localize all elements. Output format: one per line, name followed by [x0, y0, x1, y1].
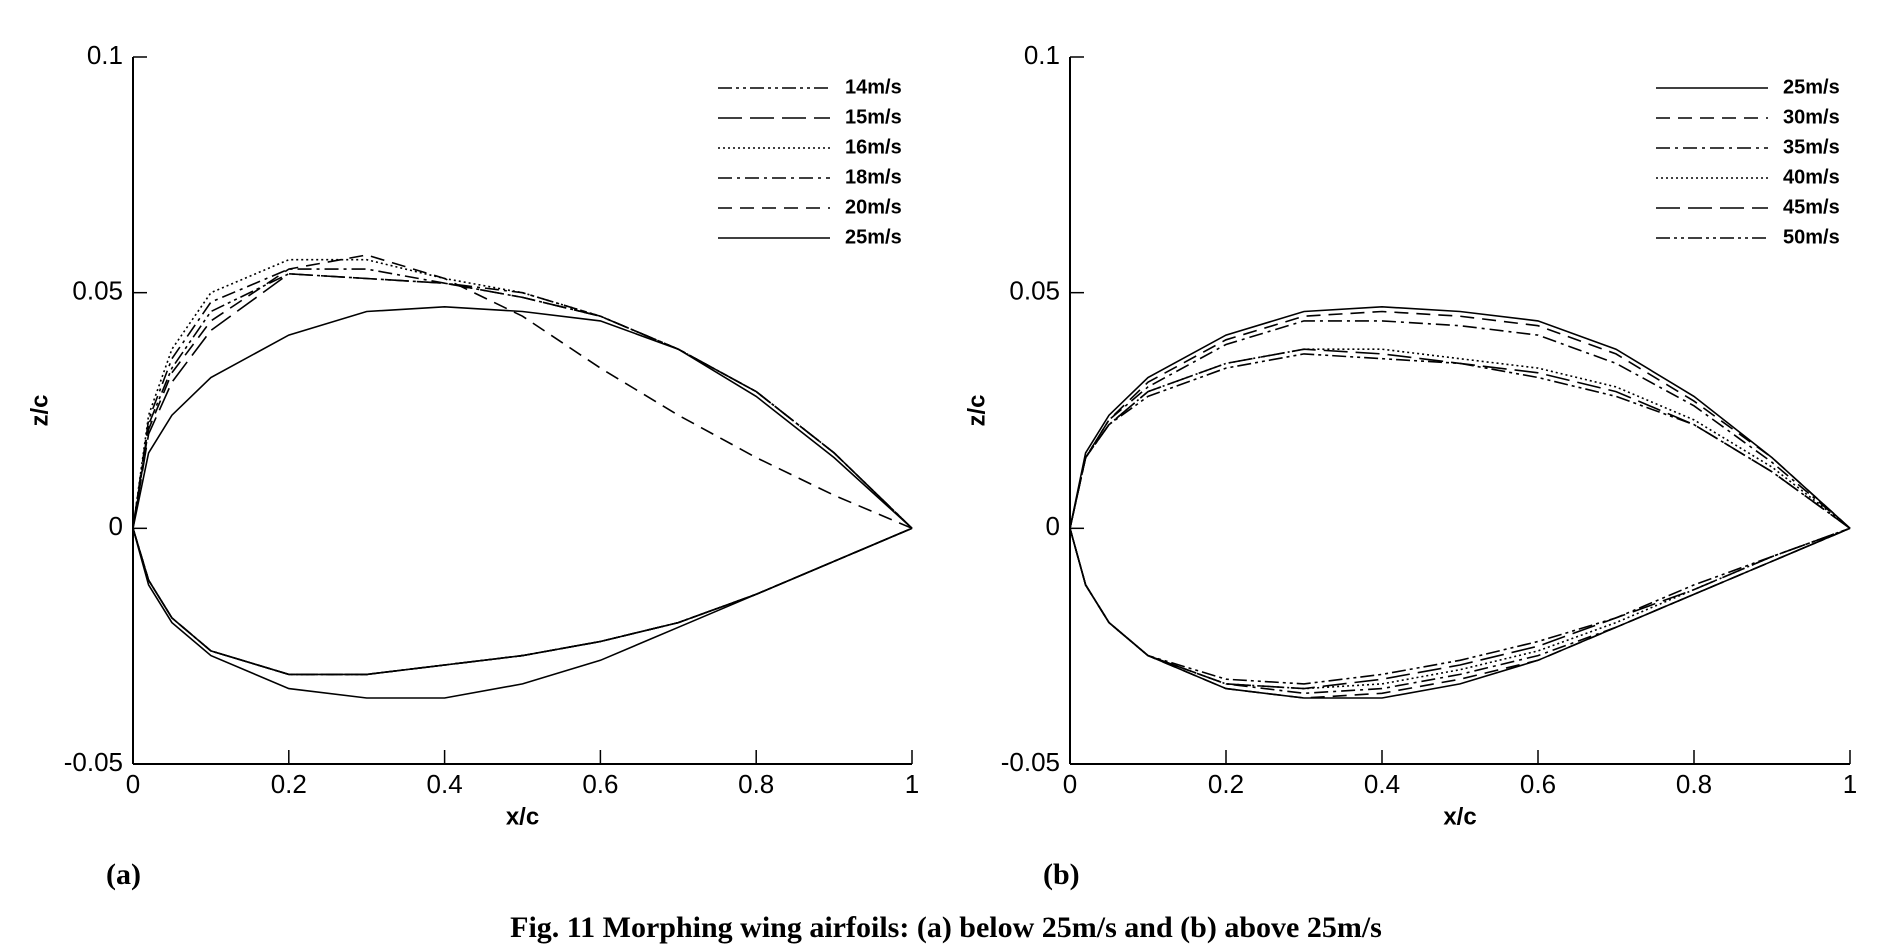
- x-tick-label: 0.6: [582, 769, 618, 799]
- airfoil-line: [1069, 310, 1851, 699]
- legend-label: 14m/s: [845, 76, 902, 98]
- x-tick-label: 0: [126, 769, 140, 799]
- y-tick-label: 0.05: [1009, 276, 1060, 306]
- legend-label: 15m/s: [845, 106, 902, 128]
- x-axis-label: x/c: [506, 803, 539, 830]
- legend-label: 35m/s: [1783, 136, 1840, 158]
- legend-label: 16m/s: [845, 136, 902, 158]
- legend-label: 40m/s: [1783, 166, 1840, 188]
- y-tick-label: -0.05: [64, 747, 123, 777]
- y-tick-label: 0.1: [1024, 40, 1060, 70]
- legend-label: 20m/s: [845, 196, 902, 218]
- legend-label: 30m/s: [1783, 106, 1840, 128]
- panel-label: (a): [106, 858, 141, 891]
- airfoil-line: [132, 268, 913, 676]
- y-axis-label: z/c: [963, 394, 990, 426]
- airfoil-line: [1069, 320, 1851, 695]
- airfoil-line: [132, 272, 913, 676]
- y-tick-label: 0.1: [87, 40, 123, 70]
- airfoil-line: [132, 305, 913, 699]
- x-tick-label: 1: [1843, 769, 1857, 799]
- x-tick-label: 0.2: [1208, 769, 1244, 799]
- airfoil-line: [1069, 353, 1851, 685]
- x-tick-label: 0.8: [738, 769, 774, 799]
- x-tick-label: 0.4: [1364, 769, 1400, 799]
- legend-label: 25m/s: [845, 226, 902, 248]
- panel-label: (b): [1043, 858, 1080, 891]
- x-tick-label: 0.2: [271, 769, 307, 799]
- airfoil-line: [1069, 348, 1851, 690]
- y-tick-label: 0.05: [72, 276, 123, 306]
- figure-caption: Fig. 11 Morphing wing airfoils: (a) belo…: [510, 911, 1382, 944]
- legend-label: 50m/s: [1783, 226, 1840, 248]
- y-axis-label: z/c: [26, 394, 53, 426]
- legend-label: 45m/s: [1783, 196, 1840, 218]
- x-tick-label: 0.8: [1676, 769, 1712, 799]
- airfoil-line: [1069, 348, 1851, 690]
- y-tick-label: -0.05: [1001, 747, 1060, 777]
- legend-label: 18m/s: [845, 166, 902, 188]
- x-tick-label: 0.6: [1520, 769, 1556, 799]
- x-axis-label: x/c: [1443, 803, 1476, 830]
- y-tick-label: 0: [109, 511, 123, 541]
- airfoil-line: [132, 272, 913, 676]
- airfoil-line: [132, 254, 913, 676]
- legend-label: 25m/s: [1783, 76, 1840, 98]
- x-tick-label: 0: [1063, 769, 1077, 799]
- y-tick-label: 0: [1046, 511, 1060, 541]
- x-tick-label: 1: [905, 769, 919, 799]
- airfoil-line: [132, 258, 913, 676]
- x-tick-label: 0.4: [427, 769, 463, 799]
